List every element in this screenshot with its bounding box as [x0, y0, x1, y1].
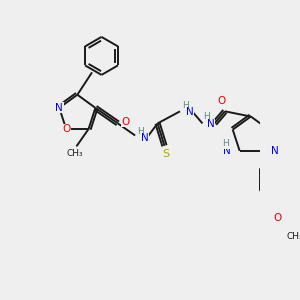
- Text: N: N: [207, 119, 215, 129]
- Text: S: S: [163, 148, 170, 159]
- Text: N: N: [186, 107, 194, 117]
- Text: H: H: [223, 140, 229, 148]
- Text: O: O: [62, 124, 70, 134]
- Text: O: O: [273, 213, 282, 223]
- Text: H: H: [137, 127, 144, 136]
- Text: N: N: [141, 133, 148, 143]
- Text: H: H: [182, 101, 189, 110]
- Text: N: N: [223, 146, 231, 156]
- Text: O: O: [122, 117, 130, 127]
- Text: N: N: [271, 146, 278, 156]
- Text: N: N: [56, 103, 63, 113]
- Text: CH₃: CH₃: [66, 149, 83, 158]
- Text: H: H: [203, 112, 210, 121]
- Text: O: O: [217, 96, 226, 106]
- Text: CH₃: CH₃: [286, 232, 300, 241]
